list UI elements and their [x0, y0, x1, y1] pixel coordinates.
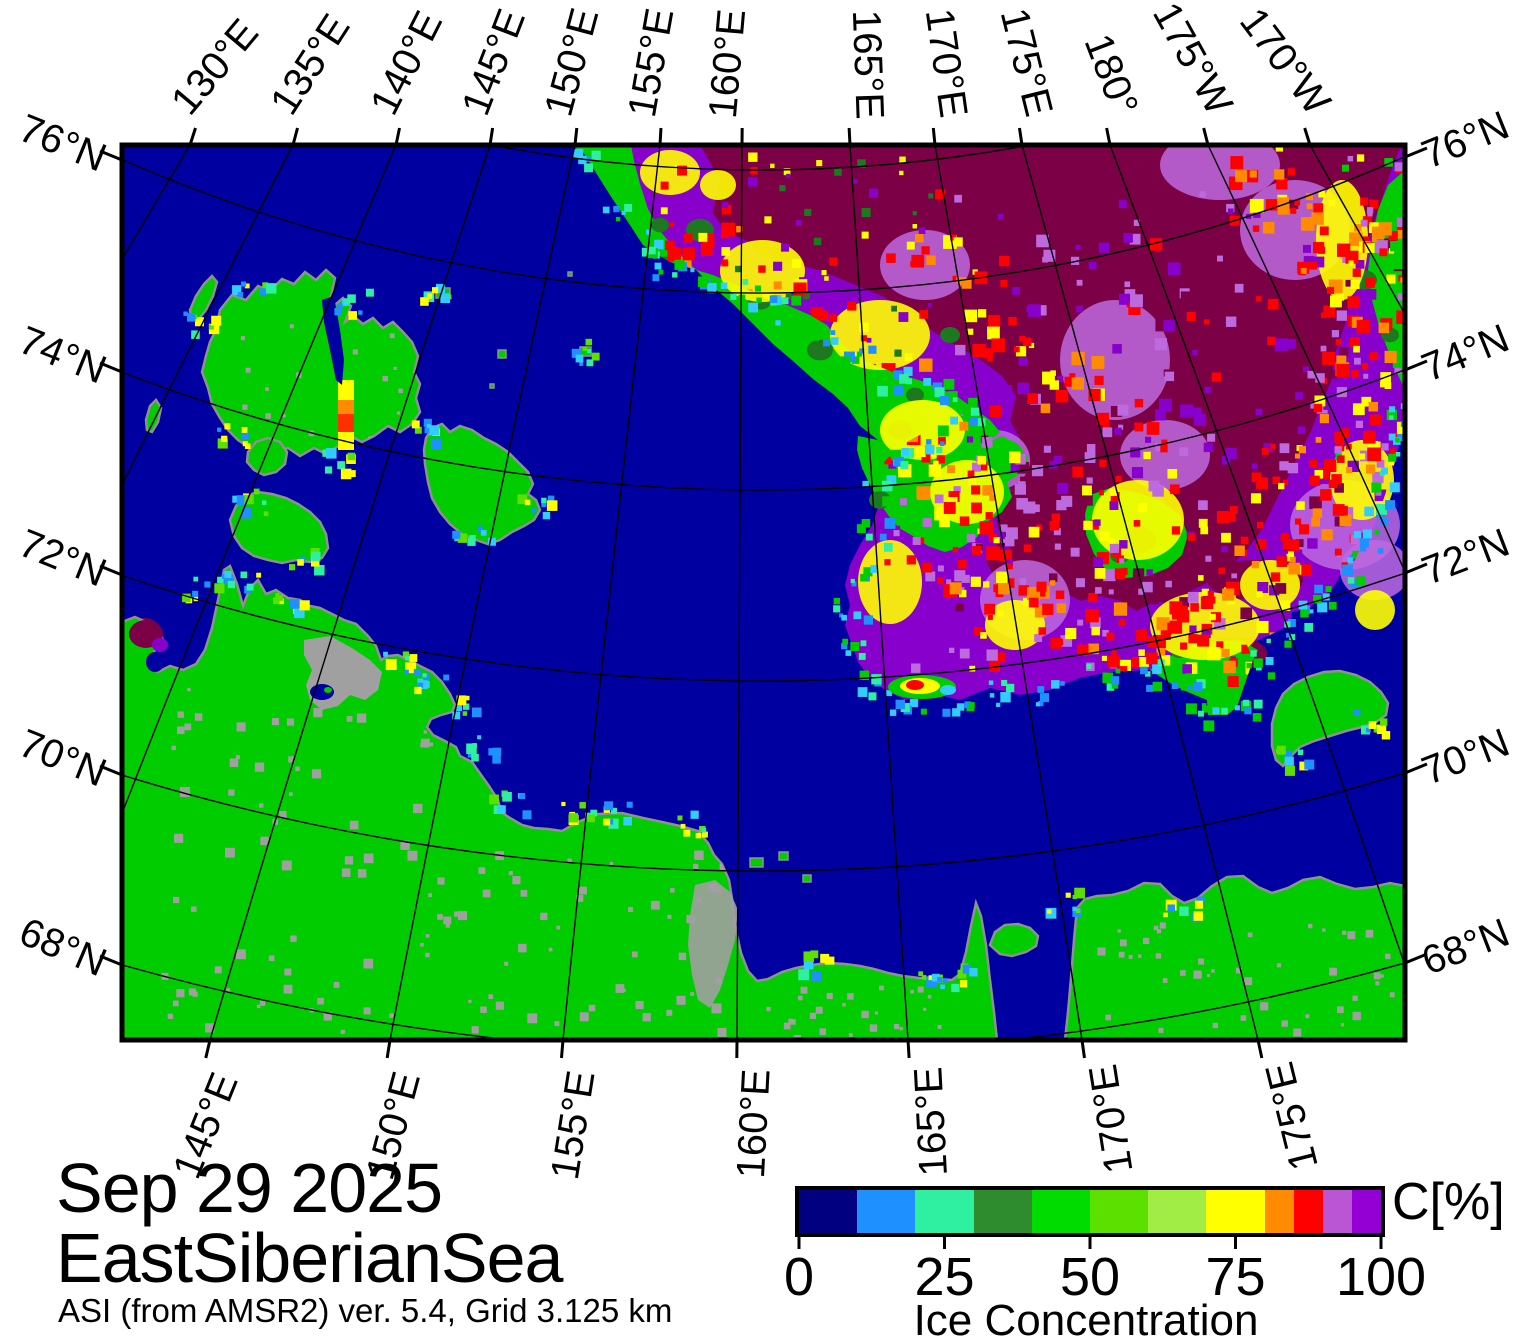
colorbar-title: Ice Concentration — [913, 1296, 1259, 1336]
ice-pack — [128, 145, 1405, 715]
colorbar-segment — [973, 1190, 1032, 1233]
colorbar-segment — [1264, 1190, 1294, 1233]
map-area — [122, 145, 1405, 1040]
colorbar-segment — [799, 1190, 858, 1233]
river-deltas — [129, 296, 738, 1008]
colorbar-tick-label: 75 — [1205, 1247, 1266, 1307]
colorbar-unit: C[%] — [1392, 1173, 1505, 1231]
colorbar-segment — [1322, 1190, 1352, 1233]
colorbar-tick-label: 100 — [1335, 1247, 1427, 1307]
colorbar-segment — [1031, 1190, 1090, 1233]
colorbar — [795, 1186, 1385, 1237]
axis-label-bottom: 160°E — [728, 1067, 779, 1180]
map-frame — [119, 142, 1408, 1043]
colorbar-segment — [857, 1190, 916, 1233]
colorbar-tick-label: 50 — [1059, 1247, 1121, 1307]
axis-ticks — [99, 127, 1428, 1059]
land — [122, 268, 1405, 1040]
colorbar-segment — [1206, 1190, 1265, 1233]
colorbar-segment — [1293, 1190, 1323, 1233]
colorbar-tick-label: 25 — [914, 1247, 975, 1307]
axis-label-top: 165°E — [843, 9, 892, 121]
colorbar-tick-label: 0 — [783, 1247, 815, 1307]
source-caption: ASI (from AMSR2) ver. 5.4, Grid 3.125 km — [58, 1292, 673, 1329]
colorbar-segment — [915, 1190, 974, 1233]
axis-label-top: 160°E — [700, 7, 755, 121]
land-lakes — [161, 324, 1395, 1040]
colorbar-segment — [1148, 1190, 1207, 1233]
coastal-ice-blob — [888, 675, 956, 699]
colorbar-segment — [1351, 1190, 1381, 1233]
graticule — [122, 145, 1405, 1040]
axis-label-bottom: 165°E — [906, 1065, 956, 1178]
date-title: Sep 29 2025 — [56, 1149, 443, 1227]
region-title: EastSiberianSea — [56, 1219, 563, 1297]
coastline-ice-fringe — [182, 281, 1391, 993]
ice-edge-specks — [573, 148, 1405, 732]
colorbar-segment — [1089, 1190, 1149, 1233]
